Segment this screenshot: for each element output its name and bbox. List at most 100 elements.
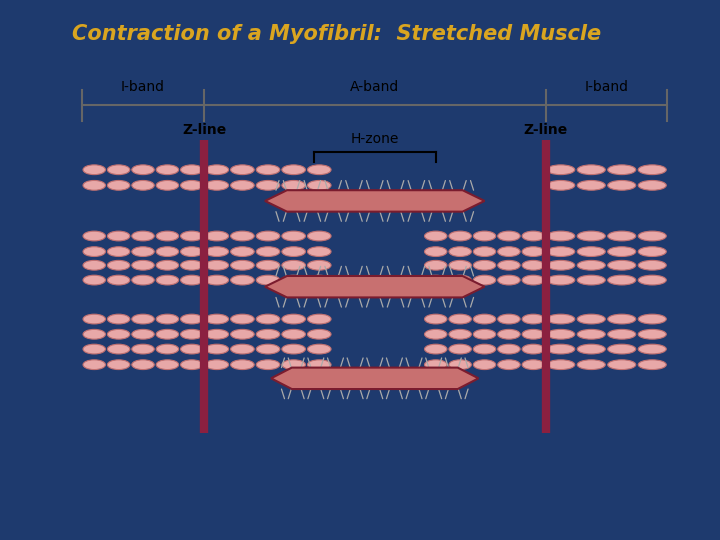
Ellipse shape: [498, 231, 520, 241]
Ellipse shape: [132, 314, 154, 324]
Ellipse shape: [83, 275, 105, 285]
Ellipse shape: [83, 314, 105, 324]
Ellipse shape: [473, 344, 496, 354]
Ellipse shape: [181, 165, 203, 174]
Ellipse shape: [638, 260, 666, 270]
Ellipse shape: [83, 344, 105, 354]
Ellipse shape: [181, 344, 203, 354]
Ellipse shape: [282, 260, 305, 270]
Ellipse shape: [181, 314, 203, 324]
Ellipse shape: [256, 275, 280, 285]
Ellipse shape: [608, 165, 636, 174]
Ellipse shape: [107, 344, 130, 354]
Text: Z-line: Z-line: [523, 123, 567, 137]
Ellipse shape: [307, 360, 331, 369]
Ellipse shape: [638, 275, 666, 285]
Ellipse shape: [230, 231, 254, 241]
Ellipse shape: [156, 247, 179, 256]
Ellipse shape: [425, 314, 447, 324]
Ellipse shape: [230, 165, 254, 174]
Ellipse shape: [83, 329, 105, 339]
Ellipse shape: [307, 314, 331, 324]
Ellipse shape: [473, 247, 496, 256]
Polygon shape: [265, 276, 485, 298]
Ellipse shape: [256, 165, 280, 174]
Ellipse shape: [449, 275, 472, 285]
Ellipse shape: [256, 180, 280, 190]
Ellipse shape: [205, 247, 228, 256]
Ellipse shape: [498, 329, 520, 339]
Ellipse shape: [638, 329, 666, 339]
Ellipse shape: [425, 231, 447, 241]
Ellipse shape: [132, 231, 154, 241]
Ellipse shape: [473, 275, 496, 285]
Ellipse shape: [107, 360, 130, 369]
Ellipse shape: [522, 260, 544, 270]
Ellipse shape: [608, 247, 636, 256]
Ellipse shape: [181, 275, 203, 285]
Ellipse shape: [608, 231, 636, 241]
Ellipse shape: [132, 260, 154, 270]
Ellipse shape: [546, 165, 575, 174]
Ellipse shape: [638, 360, 666, 369]
Ellipse shape: [181, 231, 203, 241]
Ellipse shape: [83, 231, 105, 241]
Ellipse shape: [83, 165, 105, 174]
Text: A-band: A-band: [350, 80, 400, 94]
Ellipse shape: [205, 329, 228, 339]
Ellipse shape: [205, 260, 228, 270]
Ellipse shape: [522, 329, 544, 339]
Ellipse shape: [608, 180, 636, 190]
Ellipse shape: [307, 231, 331, 241]
Ellipse shape: [107, 314, 130, 324]
Ellipse shape: [498, 314, 520, 324]
Ellipse shape: [473, 260, 496, 270]
Ellipse shape: [498, 247, 520, 256]
Ellipse shape: [638, 314, 666, 324]
Ellipse shape: [425, 360, 447, 369]
Ellipse shape: [522, 314, 544, 324]
Ellipse shape: [256, 247, 280, 256]
Ellipse shape: [107, 180, 130, 190]
Ellipse shape: [282, 344, 305, 354]
Ellipse shape: [132, 247, 154, 256]
Ellipse shape: [546, 231, 575, 241]
Ellipse shape: [282, 314, 305, 324]
Ellipse shape: [307, 247, 331, 256]
Ellipse shape: [156, 180, 179, 190]
Ellipse shape: [546, 275, 575, 285]
Ellipse shape: [638, 344, 666, 354]
Ellipse shape: [181, 360, 203, 369]
Ellipse shape: [546, 314, 575, 324]
Ellipse shape: [205, 344, 228, 354]
Ellipse shape: [230, 360, 254, 369]
Ellipse shape: [577, 180, 606, 190]
Ellipse shape: [498, 344, 520, 354]
Ellipse shape: [83, 260, 105, 270]
Ellipse shape: [181, 180, 203, 190]
Ellipse shape: [522, 247, 544, 256]
Ellipse shape: [230, 314, 254, 324]
Ellipse shape: [608, 360, 636, 369]
Ellipse shape: [498, 275, 520, 285]
Ellipse shape: [522, 275, 544, 285]
Ellipse shape: [181, 247, 203, 256]
Ellipse shape: [449, 329, 472, 339]
Ellipse shape: [608, 260, 636, 270]
Ellipse shape: [449, 314, 472, 324]
Ellipse shape: [307, 260, 331, 270]
Ellipse shape: [282, 247, 305, 256]
Ellipse shape: [156, 344, 179, 354]
Ellipse shape: [205, 275, 228, 285]
Ellipse shape: [107, 231, 130, 241]
Ellipse shape: [449, 344, 472, 354]
Ellipse shape: [83, 360, 105, 369]
Ellipse shape: [132, 165, 154, 174]
Ellipse shape: [608, 344, 636, 354]
Ellipse shape: [282, 231, 305, 241]
Ellipse shape: [608, 314, 636, 324]
Ellipse shape: [473, 314, 496, 324]
Ellipse shape: [282, 180, 305, 190]
Ellipse shape: [256, 231, 280, 241]
Text: H-zone: H-zone: [351, 132, 399, 146]
